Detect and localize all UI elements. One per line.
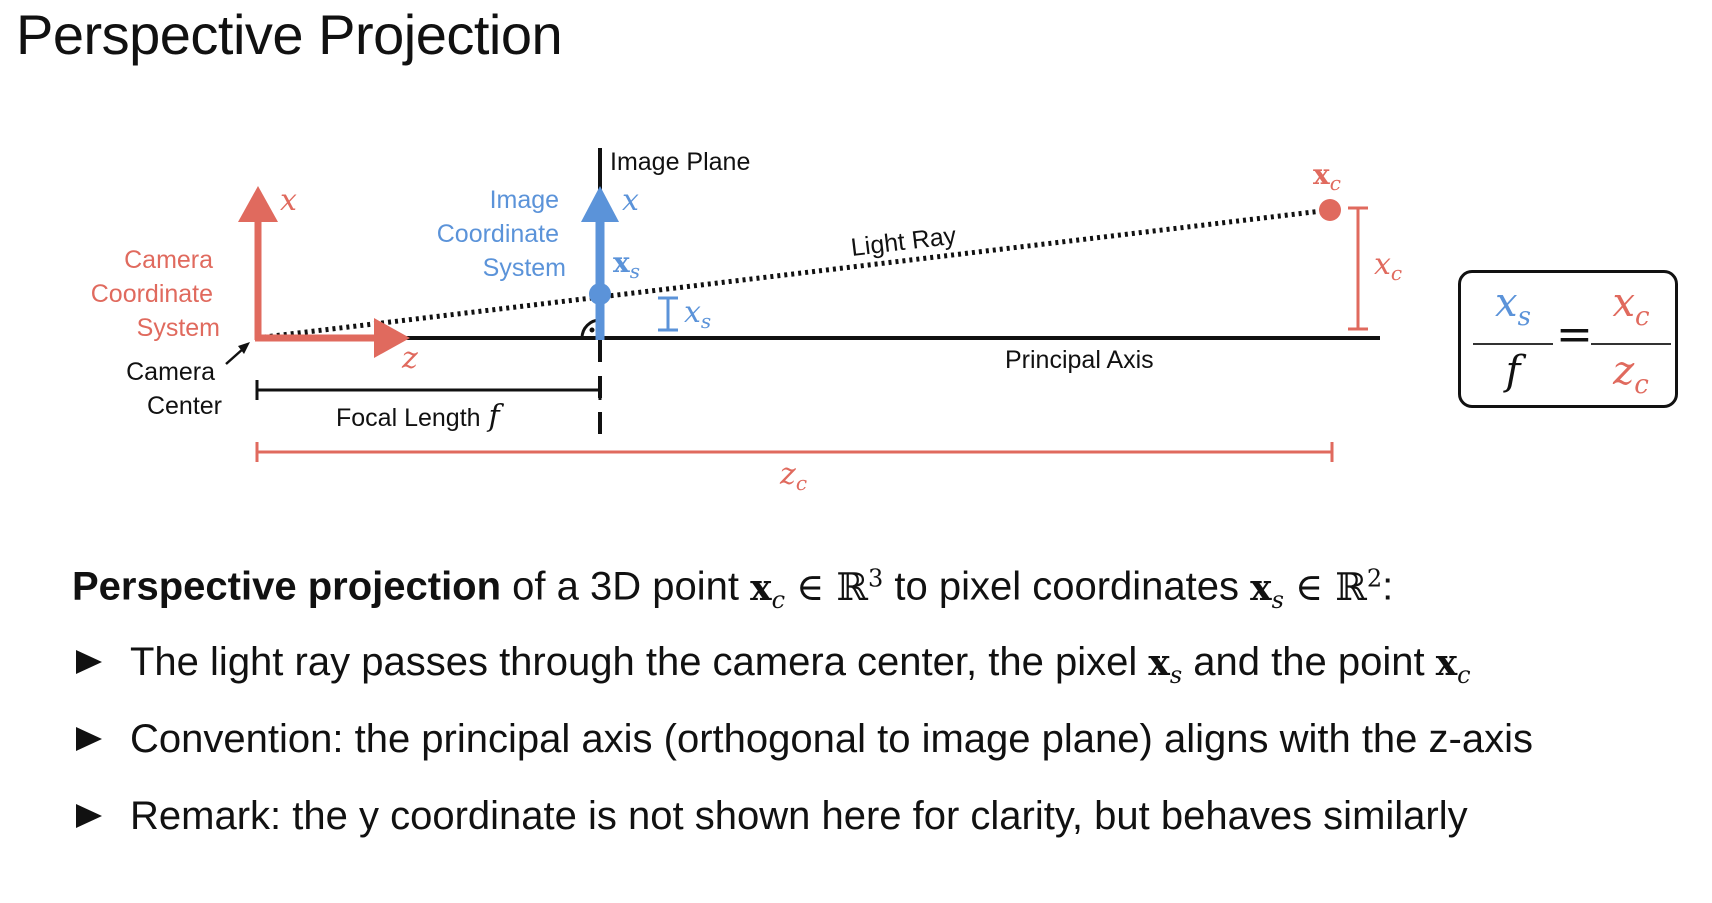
camera-center-label: Camera Center [126,358,222,420]
slide-content: Perspective projection of a 3D point xc … [72,564,1712,867]
camera-center-arrow [225,347,245,365]
bullet-triangle-icon [76,649,102,674]
light-ray-label: Light Ray [849,222,958,262]
principal-axis-label: Principal Axis [1005,346,1154,374]
bullet-item: Convention: the principal axis (orthogon… [76,713,1712,790]
bullet-item: The light ray passes through the camera … [76,636,1712,713]
camera-x-arrowhead [238,186,278,222]
bullet-triangle-icon [76,803,102,828]
image-system-label: Image Coordinate System [437,186,566,282]
slide-title: Perspective Projection [16,3,563,66]
camera-center-arrowhead [238,342,250,354]
left-fraction-bar [1473,343,1553,345]
right-numerator: xc [1612,280,1650,332]
bullet-triangle-icon [76,726,102,751]
zc-label: zc [779,457,807,495]
xc-symbol: xc [750,566,786,614]
bullet-list: The light ray passes through the camera … [72,636,1712,867]
camera-x-label: x [280,183,297,218]
bullet-item: Remark: the y coordinate is not shown he… [76,790,1712,867]
xc-dim-label: xc [1374,247,1402,285]
xs-symbol: xs [1250,566,1284,614]
camera-z-arrowhead [374,318,410,358]
formula-box: xs f = xc zc [1458,270,1678,408]
perspective-diagram: x z Camera Coordinate System Camera Cent… [91,148,1402,495]
intro-bold: Perspective projection [72,564,502,609]
image-x-arrowhead [581,186,619,222]
focal-length-label: Focal Length f [336,399,505,434]
xs-point [589,283,611,305]
left-denominator: f [1505,348,1521,394]
image-plane-label: Image Plane [610,148,750,176]
right-denominator: zc [1613,348,1649,400]
left-fraction: xs f [1473,281,1553,393]
left-numerator: xs [1495,280,1531,332]
camera-z-label: z [401,341,418,376]
equals-sign: = [1556,309,1593,360]
xs-dim-label: xs [684,295,711,333]
intro-line: Perspective projection of a 3D point xc … [72,564,1394,614]
xc-point [1319,199,1341,221]
light-ray-line [255,207,1331,341]
camera-system-label: Camera Coordinate System [91,246,220,342]
right-angle-dot [589,327,595,333]
image-x-label: x [622,183,639,218]
xc-point-label: xc [1313,158,1341,195]
right-fraction-bar [1591,343,1671,345]
right-fraction: xc zc [1591,281,1671,407]
xs-point-label: xs [613,246,640,283]
